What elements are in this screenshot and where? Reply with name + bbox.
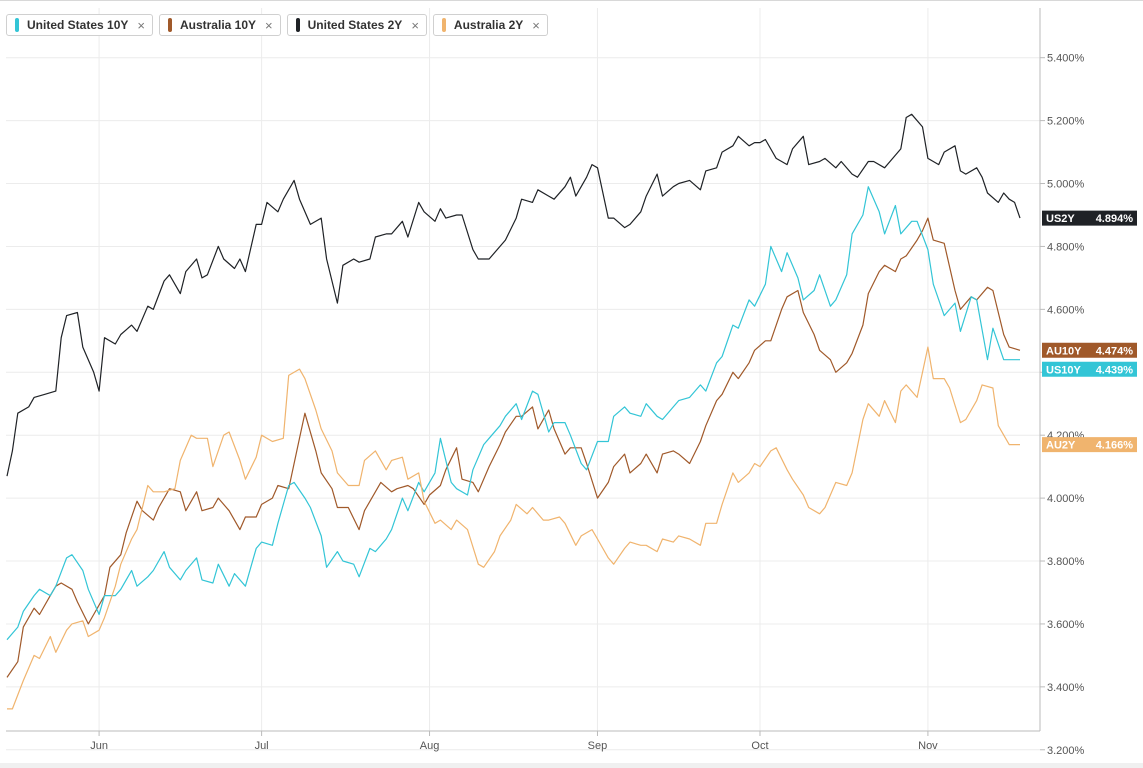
close-icon[interactable]: ×: [265, 17, 273, 33]
legend-swatch: [441, 18, 446, 32]
series-line-us2y[interactable]: [6, 113, 1021, 477]
legend: United States 10Y × Australia 10Y × Unit…: [6, 14, 548, 38]
badge-series-label: AU2Y: [1046, 440, 1076, 452]
badge-series-label: US2Y: [1046, 213, 1075, 225]
x-tick-label: Nov: [918, 740, 938, 752]
close-icon[interactable]: ×: [532, 17, 540, 33]
y-tick-label: 3.200%: [1047, 745, 1085, 757]
y-tick-label: 4.800%: [1047, 241, 1085, 253]
badge-bg: [1042, 210, 1137, 226]
y-tick-label: 3.600%: [1047, 619, 1085, 631]
legend-swatch: [167, 18, 172, 32]
x-tick-label: Jun: [90, 740, 108, 752]
legend-label: Australia 2Y: [453, 18, 524, 32]
legend-chip-us2y[interactable]: United States 2Y ×: [286, 14, 427, 36]
y-axis: 3.200%3.400%3.600%3.800%4.000%4.200%4.40…: [1039, 8, 1085, 757]
grid: [6, 8, 1040, 751]
badge-bg: [1042, 361, 1137, 377]
badge-series-label: US10Y: [1046, 364, 1082, 376]
badge-au10y: AU10Y 4.474%: [1042, 342, 1137, 358]
y-tick-label: 4.600%: [1047, 304, 1085, 316]
y-tick-label: 5.000%: [1047, 179, 1085, 191]
series-lines: [6, 113, 1021, 710]
x-tick-label: Aug: [420, 740, 440, 752]
legend-chip-us10y[interactable]: United States 10Y ×: [6, 14, 153, 36]
last-value-badges: US2Y 4.894% AU10Y 4.474% US10Y 4.439% AU2Y 4.16…: [1042, 210, 1137, 453]
badge-value: 4.474%: [1096, 345, 1134, 357]
y-tick-label: 5.200%: [1047, 116, 1085, 128]
legend-swatch: [15, 18, 19, 32]
badge-au2y: AU2Y 4.166%: [1042, 437, 1137, 453]
badge-series-label: AU10Y: [1046, 345, 1082, 357]
x-tick-label: Jul: [255, 740, 269, 752]
x-tick-label: Sep: [588, 740, 608, 752]
legend-label: Australia 10Y: [179, 18, 257, 32]
series-line-au10y[interactable]: [6, 217, 1021, 678]
y-tick-label: 5.400%: [1047, 53, 1085, 65]
badge-us10y: US10Y 4.439%: [1042, 361, 1137, 377]
legend-chip-au2y[interactable]: Australia 2Y ×: [432, 14, 548, 36]
y-tick-label: 4.000%: [1047, 493, 1085, 505]
legend-label: United States 10Y: [27, 18, 129, 32]
badge-value: 4.439%: [1096, 364, 1134, 376]
legend-label: United States 2Y: [307, 18, 403, 32]
close-icon[interactable]: ×: [411, 17, 419, 33]
series-line-au2y[interactable]: [7, 346, 1020, 710]
badge-value: 4.166%: [1096, 440, 1134, 452]
badge-bg: [1042, 437, 1137, 453]
y-tick-label: 3.800%: [1047, 556, 1085, 568]
x-tick-label: Oct: [751, 740, 768, 752]
badge-bg: [1042, 342, 1137, 358]
x-axis: Jun Jul Aug Sep Oct Nov: [6, 730, 1040, 752]
badge-value: 4.894%: [1096, 213, 1134, 225]
legend-chip-au10y[interactable]: Australia 10Y ×: [158, 14, 281, 36]
close-icon[interactable]: ×: [137, 17, 145, 33]
badge-us2y: US2Y 4.894%: [1042, 210, 1137, 226]
legend-swatch: [295, 18, 300, 32]
y-tick-label: 3.400%: [1047, 682, 1085, 694]
series-line-us10y[interactable]: [6, 186, 1020, 641]
